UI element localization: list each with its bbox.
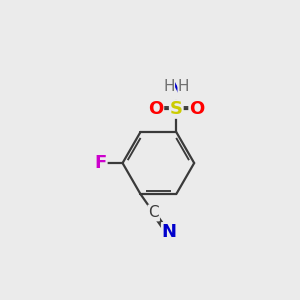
Text: O: O (148, 100, 163, 118)
Text: F: F (94, 154, 107, 172)
Text: N: N (169, 80, 184, 98)
Text: N: N (162, 223, 177, 241)
Text: C: C (148, 206, 159, 220)
Text: O: O (189, 100, 205, 118)
Text: H: H (163, 79, 175, 94)
Text: S: S (170, 100, 183, 118)
Text: H: H (178, 79, 189, 94)
